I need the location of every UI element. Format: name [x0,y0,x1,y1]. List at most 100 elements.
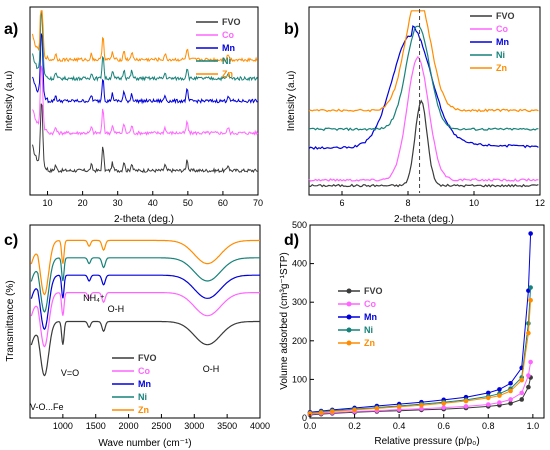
data-point-co [526,373,531,378]
data-point-zn [396,404,402,410]
series-line-fvo [32,103,258,174]
y-tick-label: 300 [292,297,307,307]
data-point-zn [508,388,513,394]
panel-b-letter: b) [284,21,299,38]
legend-label-mn: Mn [496,37,509,47]
x-tick-label: 1000 [53,421,73,431]
x-tick-label: 20 [78,198,88,208]
data-point-zn [528,297,533,303]
data-point-zn [485,395,491,401]
legend-label-ni: Ni [364,325,373,335]
series-line-mn [308,25,539,150]
y-tick-label: 500 [292,220,307,230]
x-tick-label: 2000 [119,421,139,431]
x-tick-label: 10 [469,198,479,208]
x-tick-label: 8 [405,198,410,208]
data-point-ni [526,321,531,326]
panel-a-x-ticks: 10 20 30 40 50 60 70 [43,191,263,208]
data-point-co [441,405,447,410]
annotation-v-o: V=O [61,368,79,378]
x-tick-label: 30 [113,198,123,208]
panel-d-legend: FVO Co Mn Ni Zn [338,286,383,348]
data-point-mn [485,390,491,396]
legend-label-ni: Ni [138,392,147,402]
panel-b-legend: FVO Co Mn Ni Zn [470,11,515,73]
data-point-zn [419,402,424,408]
data-point-co [528,359,533,365]
series-line-fvo [30,320,260,377]
panel-b-frame [308,6,541,196]
y-tick-label: 0 [302,413,307,423]
panel-d-plot-area [307,231,533,418]
x-tick-label: 0.8 [482,421,495,431]
x-tick-label: 4000 [250,421,270,431]
x-tick-label: 0.4 [393,421,406,431]
panel-c-ftir-chart: c) 1000 1500 2000 2500 3000 3500 4000 Wave num… [4,224,270,449]
data-point-fvo [519,397,525,402]
series-line-ni [32,10,259,82]
x-tick-label: 6 [339,198,344,208]
data-point-zn [307,411,313,416]
panel-a-plot-area [32,10,259,174]
panel-c-x-axis-label: Wave number (cm⁻¹) [98,438,191,449]
data-point-mn [528,231,533,236]
data-point-mn [508,380,513,386]
data-point-zn [526,330,531,336]
data-point-zn [374,406,380,411]
series-line-ni [308,25,539,132]
panel-b-x-ticks: 6 8 10 12 [339,191,545,208]
annotation-nh-: NH₄⁺ [83,293,105,303]
panel-d-letter: d) [284,232,299,249]
series-line-mn [32,33,258,105]
panel-c-plot-area [30,239,260,377]
data-point-zn [463,398,469,404]
panel-d-x-axis-label: Relative pressure (p/p₀) [374,436,479,447]
panel-c-y-axis-label: Transmittance (%) [5,280,16,361]
legend-marker-co [346,301,352,307]
panel-b-y-axis-label: Intensity (a.u) [286,71,297,132]
legend-marker-zn [346,340,352,346]
panel-c-letter: c) [4,232,18,249]
legend-label-zn: Zn [138,405,149,415]
panel-c-x-ticks: 1000 1500 2000 2500 3000 3500 4000 [53,414,270,431]
legend-label-co: Co [222,30,234,40]
panel-c-legend: FVO Co Mn Ni Zn [112,353,157,415]
legend-label-mn: Mn [138,379,151,389]
x-tick-label: 0.0 [304,421,317,431]
legend-label-mn: Mn [222,43,235,53]
panel-b-xrd-zoom-chart: b) 6 8 10 12 2-theta (deg.) Intensity (a.u)… [284,6,545,225]
x-tick-label: 40 [148,198,158,208]
data-point-zn [441,401,447,406]
data-point-co [419,406,424,412]
y-tick-label: 100 [292,374,307,384]
legend-label-mn: Mn [364,312,377,322]
panel-c-annotations: NH₄⁺O-HO-HV=OV-O...Fe [30,293,219,412]
legend-label-co: Co [496,24,508,34]
panel-a-frame [29,6,259,196]
data-point-ni [528,285,533,290]
panel-a-y-axis-label: Intensity (a.u) [4,71,15,132]
x-tick-label: 1.0 [527,421,540,431]
panel-b-plot-area [308,9,539,193]
data-point-co [519,390,525,396]
legend-label-co: Co [138,366,150,376]
legend-label-zn: Zn [496,63,507,73]
x-tick-label: 12 [535,198,545,208]
legend-label-fvo: FVO [138,353,157,363]
legend-label-ni: Ni [496,50,505,60]
data-point-mn [497,387,502,392]
data-point-fvo [508,401,513,406]
series-line-ni [30,257,260,313]
panel-d-x-ticks: 0.0 0.2 0.4 0.6 0.8 1.0 [304,414,539,431]
x-tick-label: 1500 [86,421,106,431]
x-tick-label: 60 [218,198,228,208]
data-point-co [497,400,502,405]
legend-label-co: Co [364,299,376,309]
x-tick-label: 3500 [217,421,237,431]
legend-marker-ni [346,327,352,333]
legend-marker-mn [346,314,352,320]
panel-d-y-axis-label: Volume adsorbed (cm³g⁻¹STP) [279,252,290,390]
annotation-o-h: O-H [108,304,125,314]
y-tick-label: 400 [292,259,307,269]
